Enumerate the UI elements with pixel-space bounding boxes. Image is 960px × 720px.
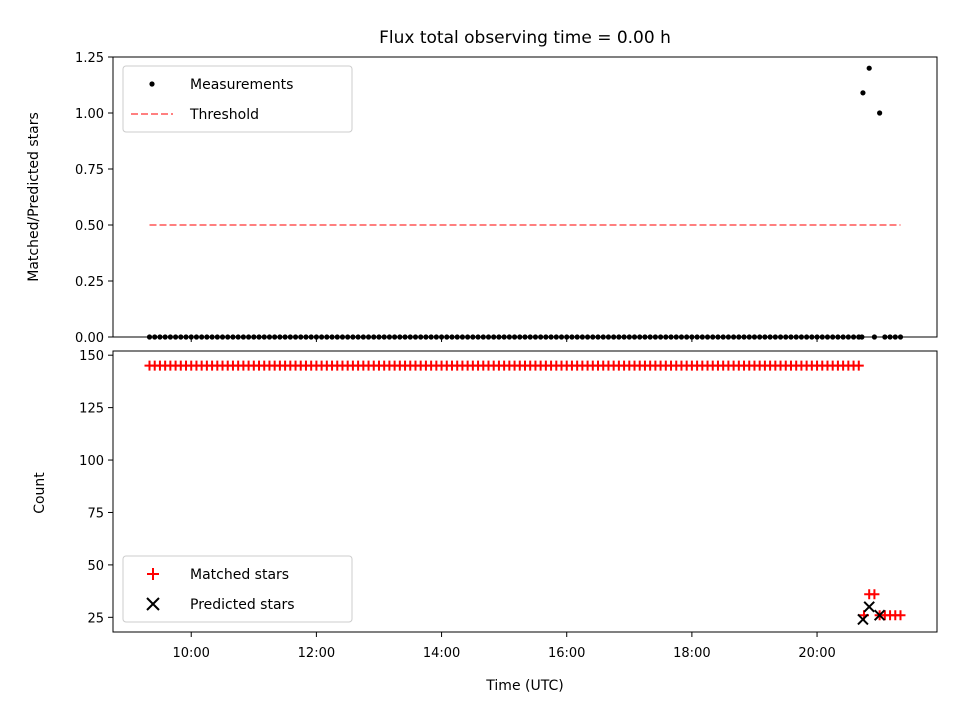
legend-predicted-marker xyxy=(146,597,160,611)
measurement-point xyxy=(860,90,866,96)
legend-matched-marker xyxy=(147,568,159,580)
legend-measurements-marker xyxy=(149,81,155,87)
matched-star-point xyxy=(853,360,864,371)
top-ytick-label: 0.75 xyxy=(75,163,104,178)
top-ytick-label: 1.00 xyxy=(75,107,104,122)
legend-measurements-label: Measurements xyxy=(190,77,293,93)
top-legend: Measurements Threshold xyxy=(122,65,353,133)
legend-matched-label: Matched stars xyxy=(190,567,289,583)
top-legend-box xyxy=(122,65,353,133)
bottom-ytick-label: 125 xyxy=(79,402,104,417)
top-ytick-label: 0.00 xyxy=(75,331,104,346)
bottom-xtick-label: 10:00 xyxy=(172,646,209,661)
bottom-xtick-label: 12:00 xyxy=(298,646,335,661)
measurement-point xyxy=(877,110,883,116)
matched-star-point xyxy=(895,610,906,621)
bottom-ytick-label: 100 xyxy=(79,454,104,469)
bottom-xtick-label: 20:00 xyxy=(798,646,835,661)
top-ylabel: Matched/Predicted stars xyxy=(26,112,42,282)
bottom-xlabel: Time (UTC) xyxy=(485,678,563,694)
bottom-ylabel: Count xyxy=(32,472,48,514)
bottom-ytick-label: 150 xyxy=(79,349,104,364)
top-ytick-label: 0.25 xyxy=(75,275,104,290)
top-axes: 0.00 0.25 0.50 0.75 1.00 1.25 Matched/Predict… xyxy=(26,51,938,346)
bottom-axes-frame xyxy=(112,350,938,633)
top-ytick-label: 1.25 xyxy=(75,51,104,66)
predicted-star-point xyxy=(857,613,869,626)
matched-star-point xyxy=(869,589,880,600)
bottom-xtick-label: 18:00 xyxy=(673,646,710,661)
bottom-xtick-label: 14:00 xyxy=(423,646,460,661)
chart-title: Flux total observing time = 0.00 h xyxy=(379,28,671,48)
legend-threshold-label: Threshold xyxy=(189,107,259,123)
bottom-legend-box xyxy=(122,555,353,623)
bottom-axes: 25 50 75 100 125 150 10:00 12:00 14:00 16:00 18:0… xyxy=(32,349,938,694)
legend-predicted-label: Predicted stars xyxy=(190,597,295,613)
bottom-ytick-label: 75 xyxy=(87,506,104,521)
predicted-star-point xyxy=(873,609,886,621)
measurement-point xyxy=(866,65,872,71)
bottom-xtick-label: 16:00 xyxy=(548,646,585,661)
top-axes-frame xyxy=(112,56,938,338)
bottom-legend: Matched stars Predicted stars xyxy=(122,555,353,623)
bottom-ytick-label: 25 xyxy=(87,611,104,626)
top-ytick-label: 0.50 xyxy=(75,219,104,234)
bottom-ytick-label: 50 xyxy=(87,559,104,574)
predicted-star-point xyxy=(863,601,875,613)
